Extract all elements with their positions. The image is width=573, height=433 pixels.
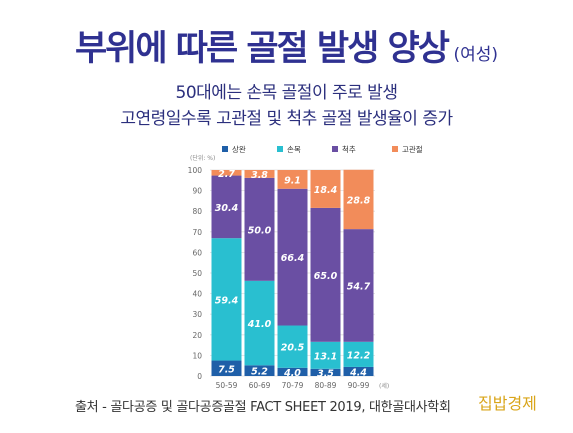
y-tick-label: 0 [197, 372, 202, 381]
legend-swatch-1 [222, 146, 228, 152]
x-tick-label: 50-59 [216, 381, 238, 390]
bar-segment-1 [244, 365, 275, 376]
legend-label-4: 고관절 [402, 144, 423, 154]
bar-segment-3 [244, 177, 275, 281]
y-tick-label: 10 [192, 351, 202, 360]
legend-swatch-2 [277, 146, 283, 152]
y-tick-label: 40 [192, 290, 202, 299]
bar-segment-4 [244, 170, 275, 178]
data-label: 4.4 [349, 367, 367, 378]
x-tick-label: 70-79 [282, 381, 304, 390]
data-label: 54.7 [347, 281, 371, 292]
data-label: 28.8 [347, 195, 371, 206]
data-label: 3.8 [251, 170, 268, 181]
subtitle-line-2: 고연령일수록 고관절 및 척추 골절 발생율이 증가 [120, 109, 453, 129]
bar-segment-3 [211, 175, 242, 239]
bar-segment-4 [310, 170, 341, 208]
legend-label-1: 상완 [232, 144, 246, 154]
data-label: 30.4 [215, 203, 239, 214]
y-axis-unit-label: (단위: %) [190, 154, 215, 162]
data-label: 18.4 [314, 185, 338, 196]
y-tick-label: 80 [192, 207, 202, 216]
legend-swatch-3 [332, 146, 338, 152]
data-label: 7.5 [218, 364, 235, 375]
bar-segment-2 [211, 238, 242, 361]
data-label: 20.5 [281, 343, 305, 354]
data-label: 3.5 [317, 368, 334, 379]
bar-segment-1 [277, 367, 308, 376]
bar-segment-3 [277, 188, 308, 326]
bar-segment-4 [277, 170, 308, 189]
data-label: 12.2 [347, 350, 371, 361]
legend-label-3: 척추 [342, 145, 356, 154]
y-tick-label: 30 [192, 310, 202, 319]
data-label: 13.1 [314, 351, 337, 362]
data-label: 50.0 [248, 225, 272, 236]
legend-label-2: 손목 [287, 145, 301, 154]
bar-segment-2 [277, 325, 308, 368]
legend-swatch-4 [392, 146, 398, 152]
source-note: 출처 - 골다공증 및 골다공증골절 FACT SHEET 2019, 대한골대… [75, 400, 451, 415]
bar-segment-3 [310, 207, 341, 342]
bar-segment-4 [211, 170, 242, 176]
y-tick-label: 60 [192, 248, 202, 257]
bar-segment-1 [310, 368, 341, 376]
y-tick-label: 90 [192, 187, 202, 196]
y-tick-label: 70 [192, 228, 202, 237]
bar-segment-1 [211, 360, 242, 376]
x-tick-label: 80-89 [315, 381, 337, 390]
data-label: 9.1 [284, 175, 301, 186]
data-label: 66.4 [281, 253, 305, 264]
y-tick-label: 100 [188, 166, 203, 175]
x-axis-unit-label: (세) [379, 382, 389, 390]
y-tick-label: 50 [192, 269, 202, 278]
bar-segment-3 [343, 229, 374, 342]
subtitle-line-1: 50대에는 손목 골절이 주로 발생 [175, 83, 398, 103]
watermark: 집밥경제 [478, 394, 537, 413]
y-tick-label: 20 [192, 331, 202, 340]
chart-title: 부위에 따른 골절 발생 양상 (여성) [0, 20, 573, 71]
bar-segment-2 [244, 280, 275, 366]
data-label: 5.2 [251, 367, 268, 378]
title-main: 부위에 따른 골절 발생 양상 [74, 29, 450, 69]
data-label: 2.7 [218, 169, 235, 180]
bar-segment-1 [343, 366, 374, 376]
bar-segment-2 [343, 341, 374, 367]
title-suffix: (여성) [453, 45, 499, 65]
bar-segment-2 [310, 341, 341, 369]
bar-segment-4 [343, 169, 374, 230]
data-label: 41.0 [247, 319, 272, 330]
x-tick-label: 90-99 [348, 381, 370, 390]
data-label: 65.0 [314, 271, 338, 282]
data-label: 4.0 [283, 368, 301, 379]
x-tick-label: 60-69 [249, 381, 271, 390]
data-label: 59.4 [215, 295, 239, 306]
